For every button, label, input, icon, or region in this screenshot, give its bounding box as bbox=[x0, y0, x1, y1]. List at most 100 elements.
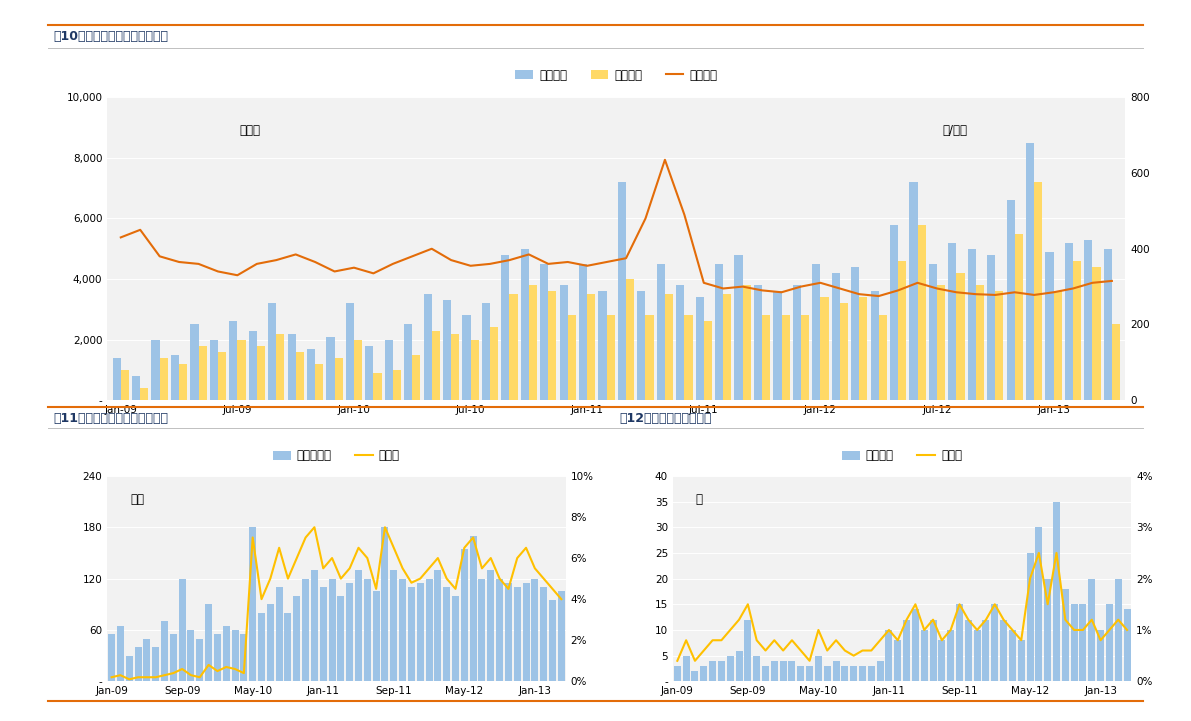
Bar bbox=[1034, 182, 1042, 400]
Bar bbox=[676, 285, 685, 400]
Bar bbox=[531, 578, 538, 681]
Bar bbox=[152, 647, 160, 681]
Bar bbox=[709, 660, 716, 681]
Bar bbox=[1046, 252, 1054, 400]
Bar bbox=[762, 666, 769, 681]
Bar bbox=[354, 340, 362, 400]
Text: 万平米: 万平米 bbox=[239, 124, 261, 137]
Bar bbox=[852, 267, 859, 400]
Bar bbox=[1065, 243, 1073, 400]
Bar bbox=[560, 285, 568, 400]
Bar bbox=[1045, 578, 1052, 681]
Bar bbox=[218, 352, 226, 400]
Bar bbox=[548, 291, 556, 400]
Bar bbox=[797, 666, 804, 681]
Bar bbox=[479, 578, 486, 681]
Bar bbox=[451, 596, 459, 681]
Bar bbox=[120, 370, 129, 400]
Bar bbox=[637, 291, 646, 400]
Bar bbox=[692, 671, 698, 681]
Bar bbox=[229, 322, 237, 400]
Bar bbox=[541, 264, 548, 400]
Bar bbox=[170, 634, 176, 681]
Bar bbox=[868, 666, 875, 681]
Bar bbox=[1053, 502, 1060, 681]
Bar bbox=[187, 630, 194, 681]
Bar bbox=[812, 264, 821, 400]
Bar bbox=[598, 291, 606, 400]
Bar bbox=[885, 630, 892, 681]
Bar bbox=[141, 388, 149, 400]
Bar bbox=[736, 650, 742, 681]
Text: 图11：工业用地出让金及溢价率: 图11：工业用地出让金及溢价率 bbox=[54, 412, 169, 425]
Bar bbox=[160, 358, 168, 400]
Bar bbox=[335, 358, 343, 400]
Bar bbox=[487, 570, 494, 681]
Bar bbox=[412, 355, 420, 400]
Bar bbox=[802, 315, 809, 400]
Bar bbox=[1123, 609, 1130, 681]
Bar bbox=[311, 570, 318, 681]
Bar bbox=[510, 294, 518, 400]
Bar bbox=[469, 536, 476, 681]
Bar bbox=[399, 578, 406, 681]
Bar bbox=[497, 578, 503, 681]
Bar bbox=[161, 622, 168, 681]
Bar bbox=[210, 340, 218, 400]
Bar bbox=[1027, 553, 1034, 681]
Legend: 推出建面, 成交建面, 楼面地价: 推出建面, 成交建面, 楼面地价 bbox=[511, 64, 722, 87]
Bar bbox=[1115, 578, 1122, 681]
Bar bbox=[929, 619, 936, 681]
Bar bbox=[347, 583, 354, 681]
Bar bbox=[674, 666, 681, 681]
Bar bbox=[898, 261, 906, 400]
Bar bbox=[973, 630, 980, 681]
Bar bbox=[956, 604, 964, 681]
Bar bbox=[685, 315, 692, 400]
Bar bbox=[968, 249, 975, 400]
Bar bbox=[393, 370, 401, 400]
Bar bbox=[700, 666, 707, 681]
Bar bbox=[903, 619, 910, 681]
Bar bbox=[850, 666, 858, 681]
Bar bbox=[258, 613, 266, 681]
Bar bbox=[179, 364, 187, 400]
Bar bbox=[267, 604, 274, 681]
Bar bbox=[718, 660, 725, 681]
Bar bbox=[815, 655, 822, 681]
Bar bbox=[326, 337, 335, 400]
Bar bbox=[505, 583, 512, 681]
Bar bbox=[821, 297, 829, 400]
Bar bbox=[929, 264, 937, 400]
Bar bbox=[665, 294, 673, 400]
Bar bbox=[275, 587, 282, 681]
Bar bbox=[425, 578, 432, 681]
Bar bbox=[912, 609, 919, 681]
Bar bbox=[871, 291, 879, 400]
Bar bbox=[879, 315, 887, 400]
Bar bbox=[391, 570, 398, 681]
Bar bbox=[894, 640, 902, 681]
Bar bbox=[877, 660, 884, 681]
Text: 图12：工业用地流标情况: 图12：工业用地流标情况 bbox=[619, 412, 712, 425]
Bar bbox=[373, 591, 380, 681]
Bar bbox=[285, 613, 292, 681]
Bar bbox=[191, 324, 199, 400]
Bar bbox=[482, 304, 490, 400]
Bar bbox=[1071, 604, 1078, 681]
Bar bbox=[587, 294, 596, 400]
Text: 图10：工业用地推出及成交情况: 图10：工业用地推出及成交情况 bbox=[54, 30, 169, 43]
Legend: 土地出让金, 溢价率: 土地出让金, 溢价率 bbox=[268, 445, 405, 467]
Bar bbox=[754, 285, 762, 400]
Bar bbox=[249, 330, 257, 400]
Bar bbox=[1015, 234, 1023, 400]
Bar bbox=[948, 243, 956, 400]
Bar bbox=[859, 666, 866, 681]
Bar bbox=[249, 527, 256, 681]
Bar bbox=[840, 304, 848, 400]
Bar bbox=[743, 285, 750, 400]
Bar bbox=[806, 666, 813, 681]
Bar bbox=[781, 315, 790, 400]
Bar bbox=[727, 655, 734, 681]
Bar bbox=[108, 634, 116, 681]
